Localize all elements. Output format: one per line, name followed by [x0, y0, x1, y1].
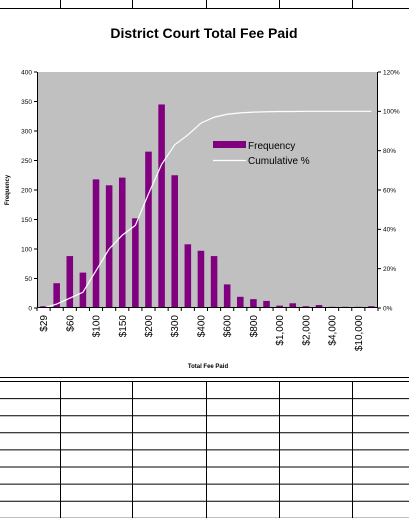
x-tick-label: $400: [196, 315, 207, 338]
y-axis-label: Frequency: [5, 174, 11, 205]
bars-group: [40, 104, 375, 308]
legend-swatch-frequency: [213, 141, 246, 148]
y2-tick-label: 120%: [383, 69, 400, 76]
y-axis-ticks: 0 50 100 150 200 250 300 350 400: [21, 69, 37, 312]
bottom-table: [0, 377, 409, 518]
y-tick-label: 250: [21, 158, 32, 165]
x-tick-label: $800: [249, 315, 260, 338]
bar: [263, 300, 270, 308]
y-tick-label: 150: [21, 217, 32, 224]
bar: [158, 104, 165, 308]
x-tick-label: $300: [170, 315, 181, 338]
legend-label-frequency: Frequency: [248, 141, 295, 152]
x-tick-label: $2,000: [301, 315, 312, 346]
y-tick-label: 0: [28, 305, 32, 312]
x-tick-label: $200: [144, 315, 155, 338]
legend-label-cumulative: Cumulative %: [248, 156, 310, 167]
bar: [237, 296, 244, 308]
bar: [171, 175, 178, 308]
bar: [315, 305, 323, 308]
x-tick-label: $1,000: [275, 315, 286, 346]
x-tick-label: $60: [65, 315, 76, 332]
top-table-fragment: [0, 0, 409, 9]
bar: [92, 179, 100, 308]
y2-tick-label: 100%: [383, 109, 400, 116]
y2-tick-label: 20%: [383, 266, 396, 273]
bar: [145, 151, 152, 308]
y-tick-label: 300: [21, 128, 32, 135]
x-tick-label: $4,000: [328, 315, 339, 346]
x-tick-label: $29: [39, 315, 50, 332]
cumulative-line: [43, 110, 372, 309]
bar: [197, 250, 205, 308]
y2-axis-ticks: 0% 20% 40% 60% 80% 100% 120%: [378, 69, 400, 312]
bar: [53, 283, 60, 308]
y-tick-label: 200: [21, 187, 32, 194]
y2-tick-label: 80%: [383, 148, 396, 155]
x-tick-label: $100: [92, 315, 103, 338]
bar: [289, 303, 297, 308]
y2-tick-label: 60%: [383, 187, 396, 194]
y2-tick-label: 40%: [383, 227, 396, 234]
plot-area: [37, 72, 378, 308]
x-axis-label: Total Fee Paid: [188, 364, 229, 370]
bar: [276, 305, 283, 308]
y-tick-label: 100: [21, 246, 32, 253]
axes: [37, 72, 378, 308]
y-tick-label: 50: [25, 276, 33, 283]
bar: [250, 299, 257, 308]
y2-tick-label: 0%: [383, 305, 393, 312]
legend: Frequency Cumulative %: [213, 141, 310, 167]
chart-title: District Court Total Fee Paid: [110, 25, 297, 41]
bar: [223, 284, 231, 308]
bar: [210, 256, 218, 308]
bar: [184, 244, 192, 308]
x-tick-label: $10,000: [354, 315, 365, 352]
bar: [66, 256, 74, 308]
x-tick-label: $150: [118, 315, 129, 338]
bar: [118, 177, 126, 308]
bar: [132, 218, 139, 308]
y-tick-label: 400: [21, 69, 32, 76]
y-tick-label: 350: [21, 99, 32, 106]
bar: [105, 185, 113, 308]
bar: [79, 272, 87, 308]
x-axis-ticks: $29 $60 $100 $150 $200 $300 $400 $600 $800 $1,000…: [36, 308, 379, 352]
x-tick-label: $600: [223, 315, 234, 338]
